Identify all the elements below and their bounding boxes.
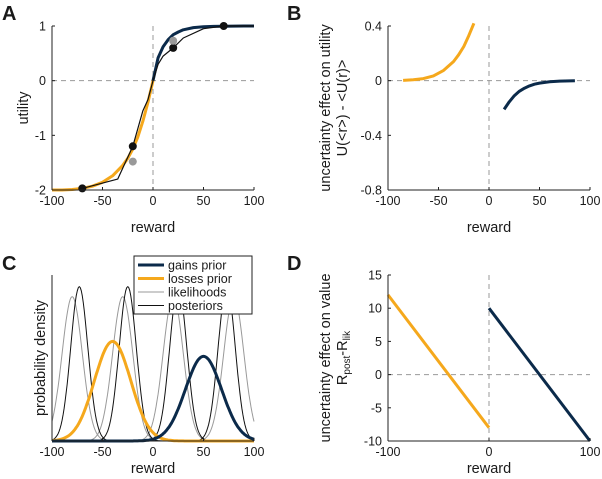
panel-a-black-marker <box>128 142 137 151</box>
panel-c-x-tick-label: -50 <box>93 445 111 459</box>
panel-b-series <box>403 22 575 111</box>
panel-d-xlabel: reward <box>467 461 511 477</box>
panel-c-legend-label: losses prior <box>168 272 232 286</box>
panel-d-y-tick-label: -10 <box>364 435 382 449</box>
panel-b-x-tick-label: -100 <box>375 194 400 208</box>
panel-label-c: C <box>2 253 16 275</box>
panel-a-black-line <box>82 25 254 189</box>
panel-b-x-tick-label: 50 <box>533 194 547 208</box>
panel-d-y-tick-label: -5 <box>371 401 382 415</box>
panel-d-x-tick-label: -100 <box>375 445 400 459</box>
panel-b-axes: -100 -50 0 50 100 0.4 0 -0.4 -0.8 <box>360 20 600 209</box>
panel-b-ylabel: uncertainty effect on utility <box>318 24 334 192</box>
panel-d-y-tick-label: 5 <box>375 335 382 349</box>
panel-b-y-tick-label: -0.4 <box>360 129 382 143</box>
panel-b-x-tick-label: -50 <box>429 194 447 208</box>
panel-b-uncertainty-utility-chart: -100 -50 0 50 100 0.4 0 -0.4 -0.8 reward uncerta… <box>318 20 600 237</box>
panel-label-a: A <box>2 3 16 25</box>
panel-label-d: D <box>287 253 301 275</box>
panel-d-ylabel: uncertainty effect on value <box>318 273 334 442</box>
panel-a-gains-line <box>151 24 254 82</box>
panel-c-legend-label: gains prior <box>168 259 226 273</box>
panel-d-uncertainty-value-chart: -100 0 100 15 10 5 0 -5 -10 reward uncertainty e… <box>318 269 600 478</box>
panel-a-x-tick-label: 0 <box>150 194 157 208</box>
panel-a-x-tick-label: -100 <box>39 194 64 208</box>
panel-b-xlabel: reward <box>467 220 511 236</box>
panel-d-reference-lines <box>388 275 590 441</box>
panel-a-xlabel: reward <box>131 220 175 236</box>
panel-c-legend-label: posteriors <box>168 299 223 313</box>
panel-d-y-tick-label: 0 <box>375 368 382 382</box>
panel-a-grey-marker <box>128 157 137 166</box>
panel-a-utility-chart: -100 -50 0 50 100 1 0 -1 -2 reward utility <box>16 20 264 237</box>
panel-b-gains-line <box>502 79 575 111</box>
panel-b-y-tick-label: -0.8 <box>360 184 382 198</box>
panel-a-y-tick-label: -2 <box>35 184 46 198</box>
panel-c-x-tick-label: 50 <box>197 445 211 459</box>
panel-d-ylabel-formula: Rpost-Rlik <box>335 330 353 385</box>
panel-a-black-marker <box>219 22 228 30</box>
panel-d-x-tick-label: 100 <box>580 445 601 459</box>
panel-d-series <box>386 293 592 442</box>
panel-label-b: B <box>287 3 301 25</box>
panel-a-losses-line <box>52 80 155 192</box>
panel-d-x-tick-label: 0 <box>486 445 493 459</box>
panel-b-ylabel-formula: U(<r>) - <U(r)> <box>335 60 351 157</box>
panel-a-x-tick-label: 100 <box>244 194 265 208</box>
panel-b-y-tick-label: 0 <box>375 74 382 88</box>
panel-c-legend-label: likelihoods <box>168 286 226 300</box>
panel-a-y-tick-label: -1 <box>35 129 46 143</box>
panel-d-axes: -100 0 100 15 10 5 0 -5 -10 <box>364 269 601 460</box>
panel-a-x-tick-label: -50 <box>93 194 111 208</box>
panel-a-y-tick-label: 1 <box>39 20 46 34</box>
panel-a-y-tick-label: 0 <box>39 74 46 88</box>
panel-a-reference-lines <box>52 26 254 190</box>
panel-a-axes: -100 -50 0 50 100 1 0 -1 -2 <box>35 20 265 209</box>
panel-d-losses-line <box>386 293 491 429</box>
panel-d-y-tick-label: 10 <box>368 302 382 316</box>
panel-d-gains-line <box>487 307 592 442</box>
panel-b-y-tick-label: 0.4 <box>365 20 382 34</box>
panel-a-x-tick-label: 50 <box>197 194 211 208</box>
panel-c-xlabel: reward <box>131 461 175 477</box>
panel-a-black-marker <box>169 43 178 52</box>
panel-c-x-tick-label: 0 <box>150 445 157 459</box>
panel-c-axes: -100 -50 0 50 100 <box>39 275 264 459</box>
panel-d-y-tick-label: 15 <box>368 269 382 283</box>
panel-c-ylabel: probability density <box>33 299 49 416</box>
panel-b-reference-lines <box>388 26 590 190</box>
panel-b-losses-line <box>403 22 476 82</box>
panel-b-x-tick-label: 100 <box>580 194 601 208</box>
panel-a-grey-marker <box>169 36 178 45</box>
panel-a-ylabel: utility <box>16 91 32 125</box>
panel-c-x-tick-label: -100 <box>39 445 64 459</box>
panel-c-gains-curve <box>51 354 255 443</box>
panel-b-x-tick-label: 0 <box>486 194 493 208</box>
panel-a-black-marker <box>78 184 87 193</box>
panel-c-x-tick-label: 100 <box>244 445 265 459</box>
